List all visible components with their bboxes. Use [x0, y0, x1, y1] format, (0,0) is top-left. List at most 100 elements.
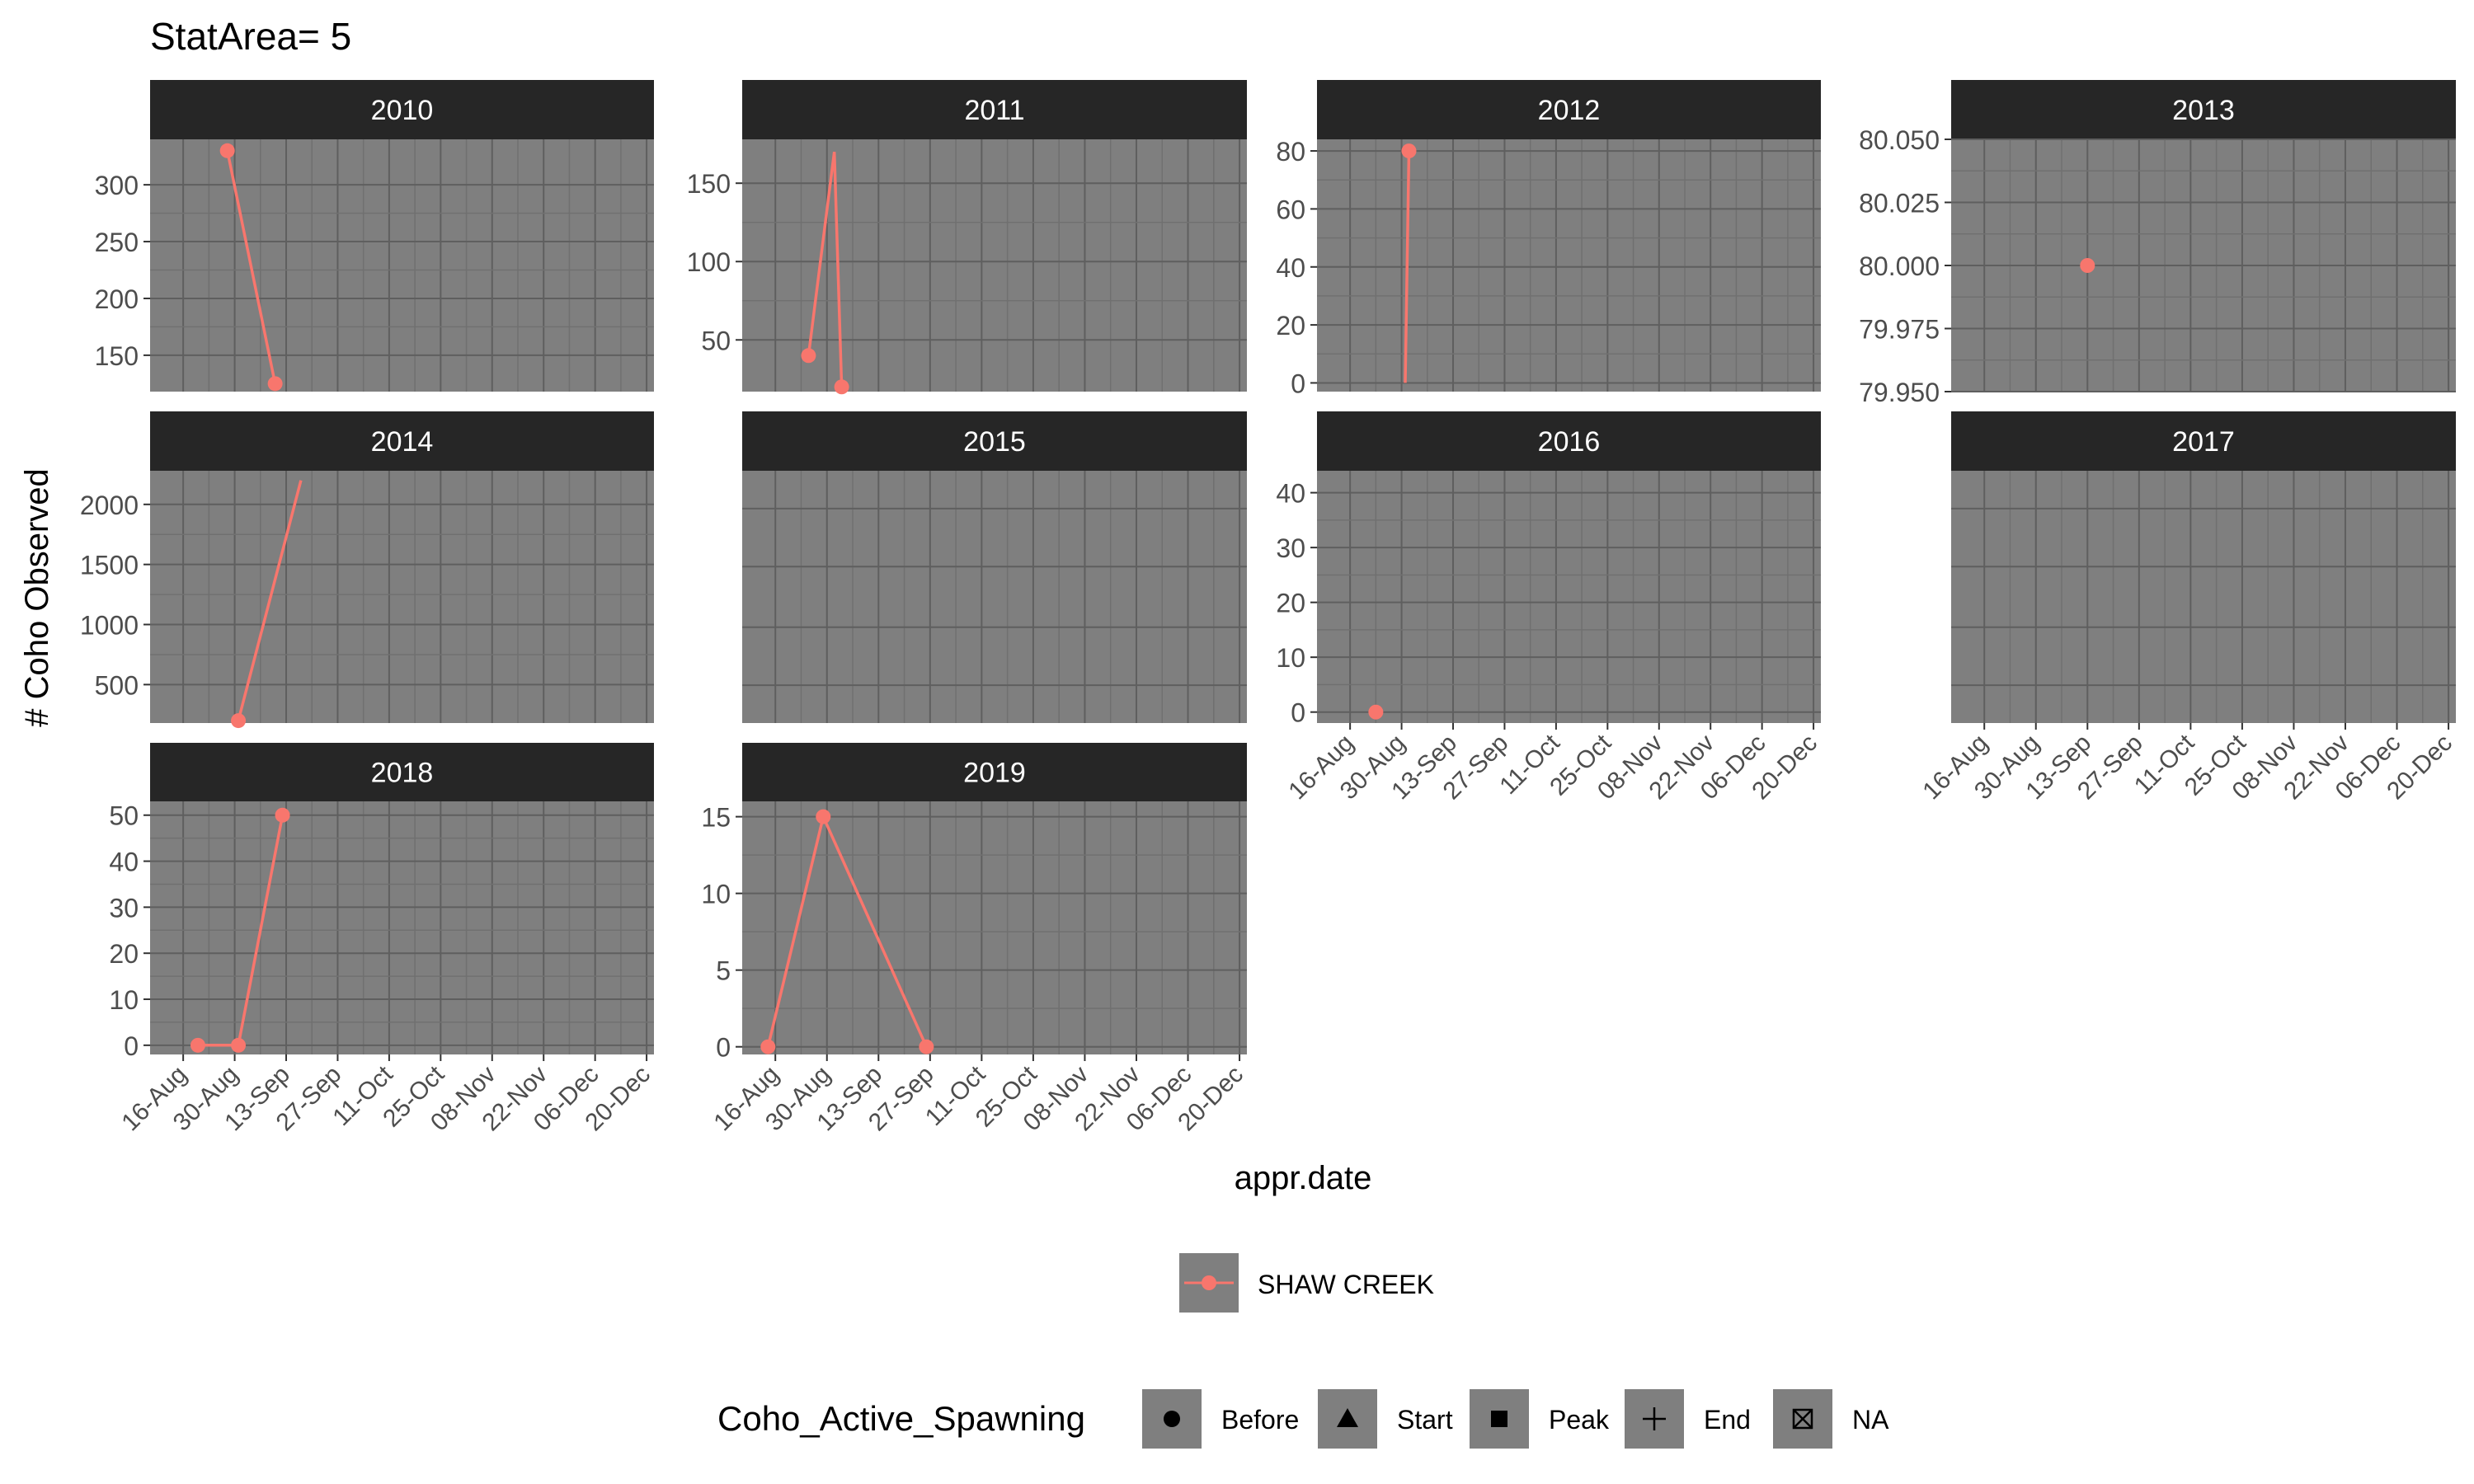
- facet-strip-label: 2013: [2172, 95, 2235, 126]
- facet-strip: [150, 743, 654, 801]
- y-tick-label: 0: [124, 1031, 139, 1061]
- facet-strip-label: 2017: [2172, 426, 2235, 458]
- legend-shape-label: Start: [1397, 1405, 1453, 1435]
- facet-panel-2018: 20180102030405016-Aug30-Aug13-Sep27-Sep1…: [109, 743, 656, 1136]
- y-tick-label: 0: [716, 1033, 731, 1063]
- y-tick-label: 10: [701, 880, 731, 909]
- legend-shape-label: NA: [1852, 1405, 1889, 1435]
- facet-strip-label: 2016: [1538, 426, 1601, 458]
- data-point: [919, 1039, 934, 1054]
- facet-panel-2016: 201601020304016-Aug30-Aug13-Sep27-Sep11-…: [1276, 411, 1823, 805]
- y-tick-label: 50: [109, 801, 139, 831]
- y-tick-label: 30: [109, 893, 139, 923]
- legend-shapes-title: Coho_Active_Spawning: [717, 1399, 1085, 1438]
- y-axis-title: # Coho Observed: [19, 468, 55, 727]
- y-tick-label: 0: [1291, 698, 1305, 728]
- facet-panel-2017: 201716-Aug30-Aug13-Sep27-Sep11-Oct25-Oct…: [1917, 411, 2458, 805]
- data-point: [190, 1037, 205, 1053]
- y-tick-label: 10: [109, 985, 139, 1015]
- y-tick-label: 150: [687, 169, 731, 199]
- y-tick-label: 2000: [80, 491, 139, 520]
- facet-panel-2010: 2010 150 200 250 300: [95, 80, 654, 392]
- panel-background: [150, 139, 654, 392]
- data-point: [1368, 704, 1384, 720]
- facet-strip: [742, 80, 1247, 139]
- y-tick-label: 200: [95, 284, 139, 314]
- series-line: [807, 151, 844, 387]
- legend-shape-label: End: [1704, 1405, 1751, 1435]
- facet-strip-label: 2018: [371, 758, 434, 789]
- y-tick-label: 250: [95, 228, 139, 257]
- y-tick-label: 40: [1276, 479, 1305, 509]
- facet-panel-2015: 2015: [742, 411, 1247, 723]
- data-point: [219, 143, 235, 158]
- legend-shape-label: Before: [1221, 1405, 1299, 1435]
- y-tick-label: 0: [1291, 369, 1305, 398]
- data-point: [231, 713, 247, 729]
- facet-strip-label: 2010: [371, 95, 434, 126]
- series-line: [1404, 151, 1411, 383]
- facet-panel-2014: 2014 500 1000 1500 2000: [80, 411, 654, 729]
- y-tick-label: 40: [109, 848, 139, 877]
- legend-shapes: Coho_Active_Spawning Before Start Peak End N…: [717, 1389, 1889, 1449]
- legend-series-point: [1202, 1275, 1216, 1290]
- facet-strip-label: 2011: [964, 95, 1024, 126]
- boxed-x-icon-box: [1792, 1408, 1813, 1430]
- circle-icon: [1164, 1411, 1180, 1427]
- data-point: [1401, 143, 1417, 159]
- y-tick-label: 15: [701, 803, 731, 833]
- facet-strip: [150, 80, 654, 139]
- facet-strip: [150, 411, 654, 471]
- y-tick-label: 20: [1276, 589, 1305, 618]
- facet-panel-2011: 2011 50 100 150: [687, 80, 1247, 395]
- triangle-icon: [1337, 1408, 1358, 1427]
- panel-background: [150, 801, 654, 1054]
- data-point: [834, 379, 849, 395]
- facet-strip-label: 2019: [963, 758, 1026, 789]
- plus-icon: [1643, 1407, 1666, 1430]
- y-tick-label: 300: [95, 171, 139, 200]
- y-tick-label: 20: [1276, 311, 1305, 340]
- panel-background: [742, 139, 1247, 392]
- x-axis-title: appr.date: [1235, 1160, 1372, 1196]
- series-line: [237, 480, 303, 721]
- y-tick-label: 100: [687, 247, 731, 277]
- facet-strip-label: 2015: [963, 426, 1026, 458]
- y-tick-label: 79.950: [1859, 378, 1940, 407]
- facet-strip-label: 2012: [1538, 95, 1601, 126]
- y-tick-label: 30: [1276, 533, 1305, 563]
- y-tick-label: 150: [95, 341, 139, 371]
- square-icon: [1491, 1411, 1507, 1427]
- y-tick-label: 1000: [80, 611, 139, 641]
- y-tick-label: 79.975: [1859, 315, 1940, 345]
- facet-strip: [1317, 411, 1821, 471]
- facet-strip: [742, 743, 1247, 801]
- facet-strip: [1951, 80, 2456, 139]
- legend-shape-label: Peak: [1549, 1405, 1610, 1435]
- facet-panels: 2010150200250300201150100150201202040608…: [80, 80, 2458, 1136]
- legend-series: SHAW CREEK: [1179, 1253, 1434, 1313]
- facet-strip: [1951, 411, 2456, 471]
- y-tick-label: 1500: [80, 551, 139, 580]
- data-point: [2080, 258, 2095, 273]
- y-tick-label: 80.025: [1859, 189, 1940, 218]
- boxed-x-icon: [1792, 1408, 1813, 1430]
- facet-panel-2019: 201905101516-Aug30-Aug13-Sep27-Sep11-Oct…: [701, 743, 1249, 1136]
- y-tick-label: 5: [716, 956, 731, 986]
- facet-panel-2012: 2012 0 20 40 60 80: [1276, 80, 1821, 398]
- facet-strip: [742, 411, 1247, 471]
- boxed-x-icon-b: [1793, 1409, 1813, 1429]
- facet-strip: [1317, 80, 1821, 139]
- data-point: [275, 807, 290, 823]
- data-point: [816, 809, 831, 824]
- y-tick-label: 60: [1276, 195, 1305, 224]
- y-tick-label: 10: [1276, 643, 1305, 673]
- data-point: [760, 1039, 776, 1054]
- facet-panel-2013: 2013 79.950 79.975 80.000 80.025 80.050: [1859, 80, 2456, 407]
- facet-strip-label: 2014: [371, 426, 434, 458]
- series-line: [225, 150, 277, 384]
- y-tick-label: 50: [701, 326, 731, 355]
- data-point: [267, 376, 283, 392]
- y-tick-label: 80.000: [1859, 251, 1940, 281]
